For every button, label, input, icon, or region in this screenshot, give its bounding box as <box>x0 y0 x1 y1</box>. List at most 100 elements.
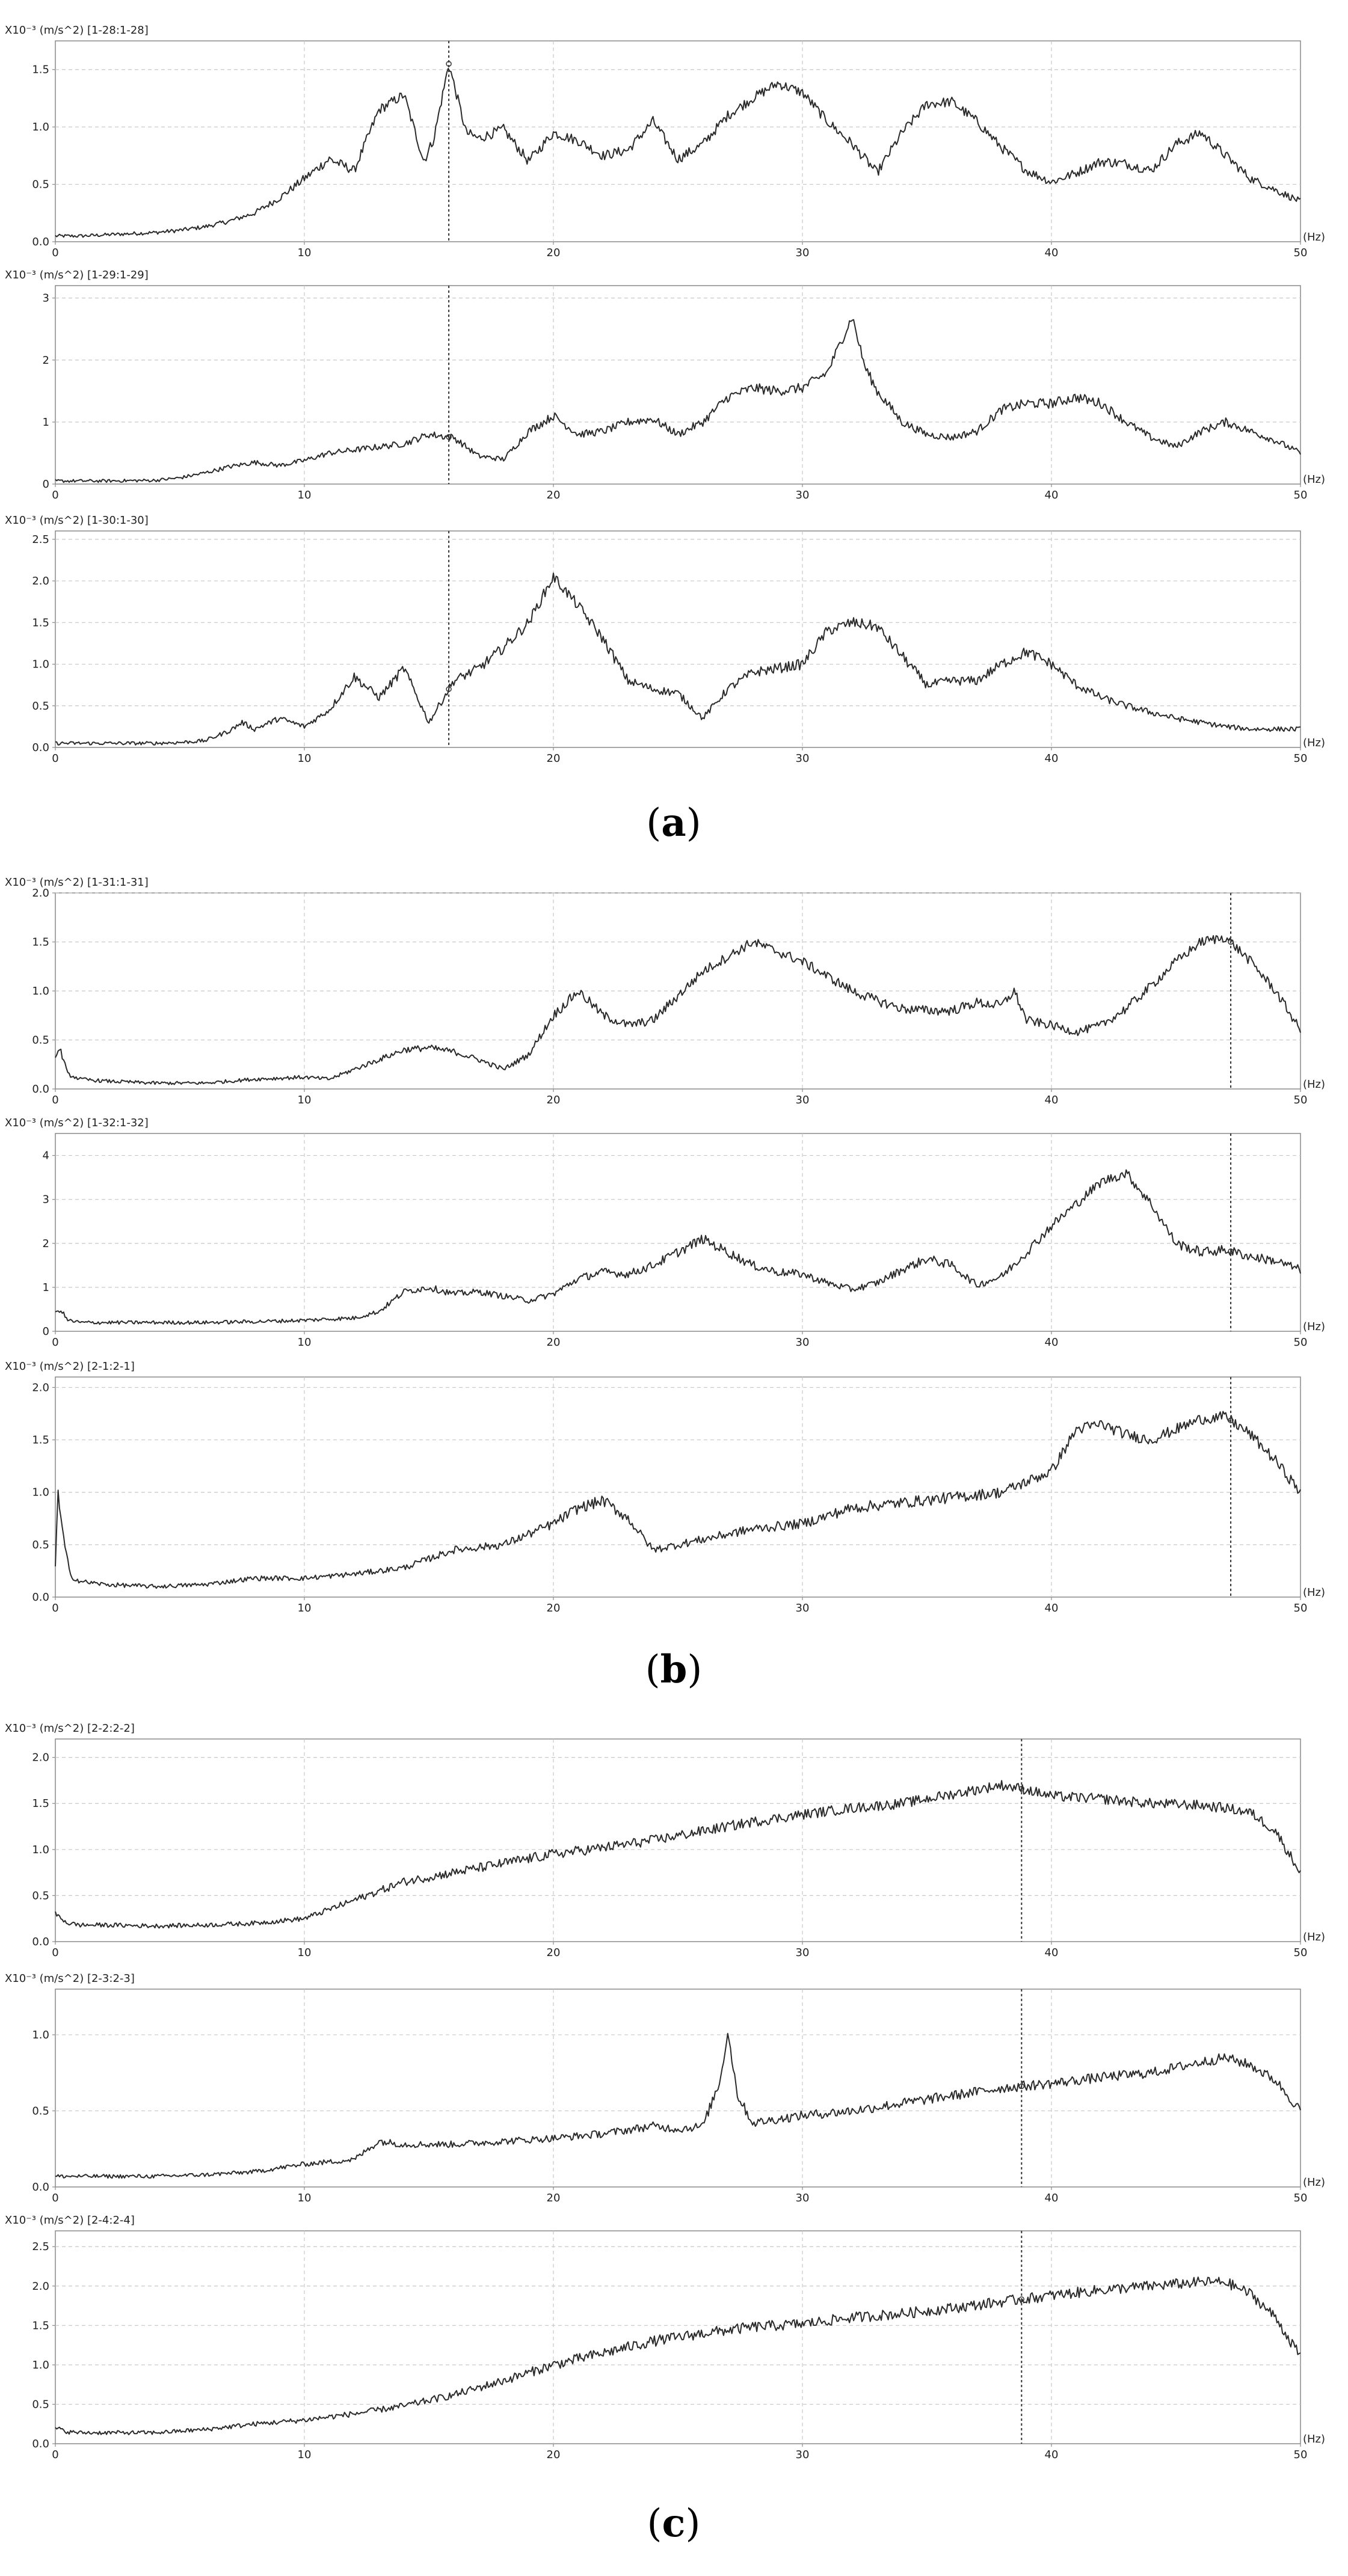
y-tick-label: 1.5 <box>32 936 49 949</box>
x-axis-unit: (Hz) <box>1303 1078 1325 1091</box>
x-tick-label: 50 <box>1294 752 1308 765</box>
y-tick-label: 1 <box>43 416 49 429</box>
plot-frame <box>55 40 1301 242</box>
y-tick-label: 0.5 <box>32 1034 49 1047</box>
x-tick-label: 30 <box>796 2449 810 2461</box>
y-tick-label: 2.0 <box>32 1752 49 1764</box>
panel-8: X10⁻³ (m/s^2) [2-3:2-3] 0.0 0.5 1.0 0 10 20 30 4… <box>5 1972 1325 2204</box>
y-tick-label: 1.5 <box>32 1434 49 1447</box>
x-tick-label: 40 <box>1045 489 1059 501</box>
spectrum-line <box>55 67 1301 238</box>
panel-title: X10⁻³ (m/s^2) [1-29:1-29] <box>5 269 149 281</box>
x-tick-label: 10 <box>298 247 312 259</box>
x-tick-label: 0 <box>52 1094 58 1106</box>
y-tick-label: 0.5 <box>32 1539 49 1551</box>
panel-title: X10⁻³ (m/s^2) [2-1:2-1] <box>5 1360 135 1373</box>
x-tick-label: 20 <box>547 489 561 501</box>
x-axis-unit: (Hz) <box>1303 473 1325 486</box>
y-tick-label: 3 <box>43 1194 49 1206</box>
x-tick-label: 40 <box>1045 1094 1059 1106</box>
panel-9: X10⁻³ (m/s^2) [2-4:2-4] 0.0 0.5 1.0 1.5 2.0 2.… <box>5 2214 1325 2461</box>
plot-frame <box>55 1133 1301 1332</box>
panel-4: X10⁻³ (m/s^2) [1-31:1-31] 0.0 0.5 1.0 1.5 2.0… <box>5 876 1325 1106</box>
y-tick-label: 2.5 <box>32 533 49 546</box>
y-tick-label: 0.5 <box>32 2105 49 2117</box>
y-tick-label: 1.5 <box>32 64 49 76</box>
y-tick-label: 0.0 <box>32 236 49 248</box>
x-tick-label: 10 <box>298 1336 312 1349</box>
spectrum-line <box>55 2277 1301 2435</box>
cursor-point <box>1228 1417 1234 1423</box>
x-axis-unit: (Hz) <box>1303 737 1325 749</box>
y-tick-label: 2.0 <box>32 1381 49 1394</box>
panel-title: X10⁻³ (m/s^2) [1-28:1-28] <box>5 24 149 37</box>
panel-title: X10⁻³ (m/s^2) [2-4:2-4] <box>5 2214 135 2227</box>
x-tick-label: 20 <box>547 247 561 259</box>
x-tick-label: 30 <box>796 2192 810 2204</box>
y-tick-label: 1.0 <box>32 658 49 671</box>
y-tick-label: 1.0 <box>32 985 49 998</box>
x-tick-label: 10 <box>298 489 312 501</box>
y-tick-label: 1 <box>43 1281 49 1294</box>
cursor-point <box>1018 1785 1025 1792</box>
x-tick-label: 40 <box>1045 2449 1059 2461</box>
x-axis-unit: (Hz) <box>1303 1586 1325 1599</box>
x-tick-label: 40 <box>1045 1336 1059 1349</box>
plot-frame <box>55 1738 1301 1942</box>
x-tick-label: 20 <box>547 1602 561 1615</box>
y-tick-label: 1.0 <box>32 2359 49 2372</box>
cursor-point <box>446 686 452 692</box>
spectrum-line <box>55 572 1301 746</box>
x-tick-label: 0 <box>52 1336 58 1349</box>
x-tick-label: 0 <box>52 489 58 501</box>
y-tick-label: 1.0 <box>32 121 49 133</box>
x-tick-label: 10 <box>298 1946 312 1959</box>
y-tick-label: 1.5 <box>32 616 49 629</box>
panel-title: X10⁻³ (m/s^2) [2-3:2-3] <box>5 1972 135 1985</box>
caption-b: (b) <box>645 1647 703 1692</box>
panel-6: X10⁻³ (m/s^2) [2-1:2-1] 0.0 0.5 1.0 1.5 2.0 0 1… <box>5 1360 1325 1615</box>
x-tick-label: 10 <box>298 2449 312 2461</box>
y-tick-label: 2.0 <box>32 2280 49 2293</box>
x-axis-unit: (Hz) <box>1303 2433 1325 2446</box>
y-tick-label: 1.0 <box>32 1486 49 1499</box>
x-tick-label: 50 <box>1294 2449 1308 2461</box>
x-tick-label: 10 <box>298 2192 312 2204</box>
plot-frame <box>55 1376 1301 1598</box>
x-tick-label: 30 <box>796 1602 810 1615</box>
x-tick-label: 10 <box>298 1602 312 1615</box>
x-axis-unit: (Hz) <box>1303 1931 1325 1943</box>
x-tick-label: 40 <box>1045 247 1059 259</box>
cursor-point <box>1228 1248 1234 1254</box>
x-tick-label: 0 <box>52 1946 58 1959</box>
x-tick-label: 40 <box>1045 1946 1059 1959</box>
x-tick-label: 50 <box>1294 247 1308 259</box>
cursor-point <box>1228 939 1234 945</box>
panel-title: X10⁻³ (m/s^2) [1-32:1-32] <box>5 1117 149 1129</box>
cursor-point <box>1018 2296 1025 2302</box>
x-tick-label: 20 <box>547 2449 561 2461</box>
spectrum-line <box>55 1780 1301 1929</box>
caption-a: (a) <box>646 800 701 845</box>
x-tick-label: 30 <box>796 752 810 765</box>
x-tick-label: 40 <box>1045 2192 1059 2204</box>
y-tick-label: 2 <box>43 1237 49 1250</box>
x-axis-unit: (Hz) <box>1303 2176 1325 2189</box>
spectrum-line <box>55 1169 1301 1325</box>
caption-c: (c) <box>647 2501 701 2546</box>
x-tick-label: 30 <box>796 489 810 501</box>
y-tick-label: 1.0 <box>32 2029 49 2041</box>
x-tick-label: 20 <box>547 752 561 765</box>
plot-frame <box>55 530 1301 748</box>
x-tick-label: 30 <box>796 247 810 259</box>
panel-title: X10⁻³ (m/s^2) [1-31:1-31] <box>5 876 149 889</box>
x-tick-label: 20 <box>547 2192 561 2204</box>
cursor-point <box>446 434 452 440</box>
x-tick-label: 20 <box>547 1946 561 1959</box>
x-axis-unit: (Hz) <box>1303 1320 1325 1333</box>
x-tick-label: 30 <box>796 1336 810 1349</box>
y-tick-label: 0 <box>43 478 49 491</box>
